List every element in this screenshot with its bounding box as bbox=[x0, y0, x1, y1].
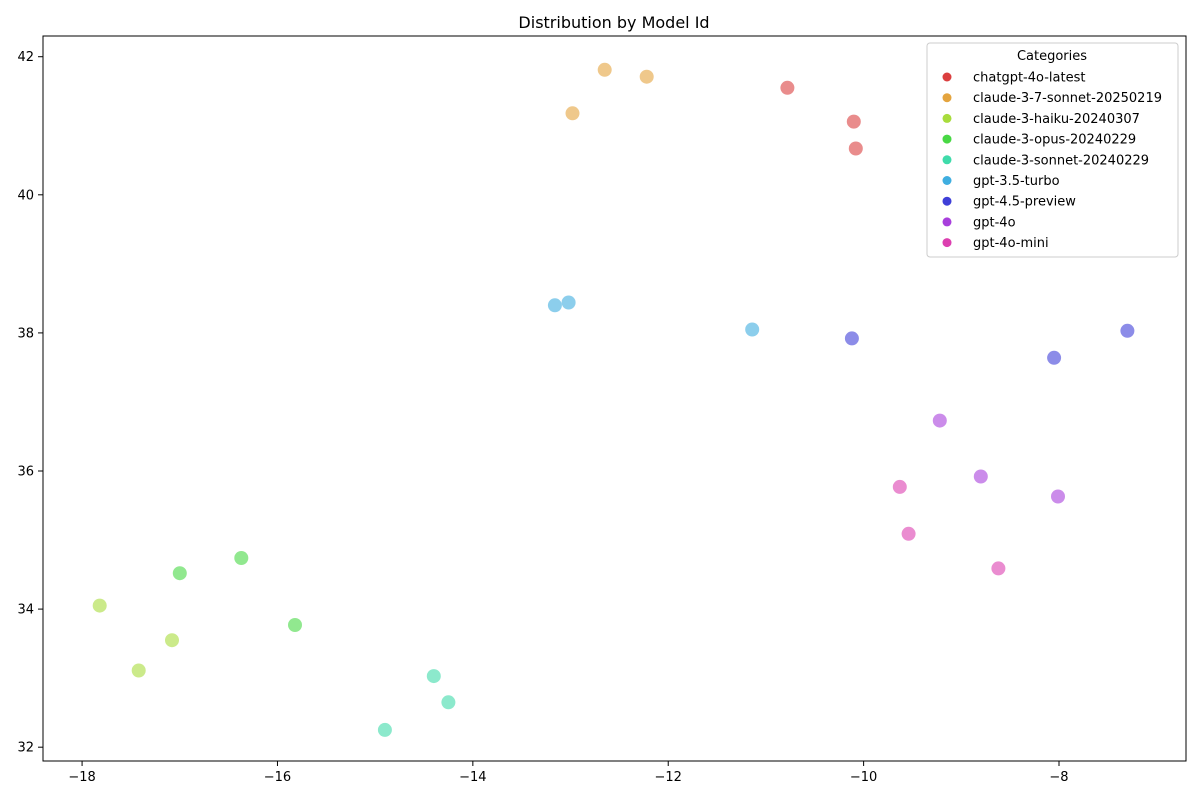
scatter-point bbox=[377, 722, 392, 737]
scatter-point bbox=[172, 566, 187, 581]
legend-marker bbox=[942, 93, 952, 103]
scatter-marks bbox=[92, 62, 1135, 737]
scatter-point bbox=[426, 669, 441, 684]
scatter-point bbox=[1047, 350, 1062, 365]
x-tick-label: −18 bbox=[68, 770, 95, 785]
y-tick-label: 32 bbox=[17, 741, 34, 756]
legend-label: claude-3-opus-20240229 bbox=[973, 133, 1136, 148]
legend-marker bbox=[942, 217, 952, 227]
legend-label: gpt-4.5-preview bbox=[973, 195, 1076, 210]
scatter-point bbox=[131, 663, 146, 678]
legend-box bbox=[926, 42, 1179, 258]
scatter-point bbox=[780, 80, 795, 95]
legend-marker bbox=[942, 72, 952, 82]
plot-area-frame bbox=[42, 35, 1187, 762]
scatter-point bbox=[92, 598, 107, 613]
scatter-point bbox=[892, 479, 907, 494]
legend-label: claude-3-sonnet-20240229 bbox=[973, 153, 1149, 168]
x-tick-label: −14 bbox=[459, 770, 486, 785]
scatter-point bbox=[547, 298, 562, 313]
y-tick-label: 36 bbox=[17, 465, 34, 480]
chart-title: Distribution by Model Id bbox=[518, 13, 709, 32]
scatter-point bbox=[165, 633, 179, 648]
scatter-point bbox=[1051, 489, 1065, 504]
legend-marker bbox=[942, 155, 952, 165]
legend-marker bbox=[942, 113, 952, 123]
legend-items: chatgpt-4o-latest claude-3-7-sonnet-20250… bbox=[942, 71, 1162, 251]
y-tick-label: 42 bbox=[17, 50, 34, 65]
legend-label: gpt-3.5-turbo bbox=[973, 174, 1060, 189]
scatter-point bbox=[901, 526, 916, 541]
scatter-point bbox=[844, 331, 859, 346]
scatter-point bbox=[745, 322, 760, 337]
legend-marker bbox=[942, 176, 952, 185]
scatter-point bbox=[234, 551, 249, 565]
y-tick-label: 38 bbox=[17, 326, 34, 341]
x-tick-label: −8 bbox=[1049, 770, 1068, 785]
scatter-point bbox=[597, 62, 612, 77]
scatter-point bbox=[991, 561, 1006, 576]
legend-label: gpt-4o bbox=[973, 215, 1016, 230]
legend-marker bbox=[942, 238, 952, 248]
scatter-point bbox=[639, 69, 654, 84]
legend-title: Categories bbox=[1017, 49, 1087, 64]
x-tick-label: −10 bbox=[850, 770, 877, 785]
scatter-point bbox=[846, 114, 861, 129]
legend-label: chatgpt-4o-latest bbox=[973, 71, 1085, 86]
scatter-point bbox=[932, 413, 947, 428]
scatter-point bbox=[1120, 323, 1135, 338]
legend-label: claude-3-haiku-20240307 bbox=[973, 112, 1140, 127]
scatter-point bbox=[441, 695, 456, 710]
scatter-point bbox=[565, 106, 580, 121]
legend: Categories chatgpt-4o-latest claude-3-7-s… bbox=[926, 42, 1179, 258]
legend-marker bbox=[942, 134, 952, 144]
scatter-point bbox=[848, 141, 863, 156]
x-axis: −18 −16 −14 −12 −10 −8 bbox=[68, 761, 1069, 785]
legend-marker bbox=[942, 196, 952, 206]
x-tick-label: −12 bbox=[655, 770, 682, 785]
legend-label: claude-3-7-sonnet-20250219 bbox=[973, 91, 1162, 106]
y-axis: 32 34 36 38 40 42 bbox=[17, 50, 43, 756]
scatter-point bbox=[561, 295, 576, 310]
y-tick-label: 34 bbox=[17, 603, 34, 618]
scatter-point bbox=[973, 469, 988, 484]
scatter-point bbox=[288, 618, 302, 632]
legend-label: gpt-4o-mini bbox=[973, 236, 1049, 251]
y-tick-label: 40 bbox=[17, 188, 34, 203]
x-tick-label: −16 bbox=[264, 770, 291, 785]
